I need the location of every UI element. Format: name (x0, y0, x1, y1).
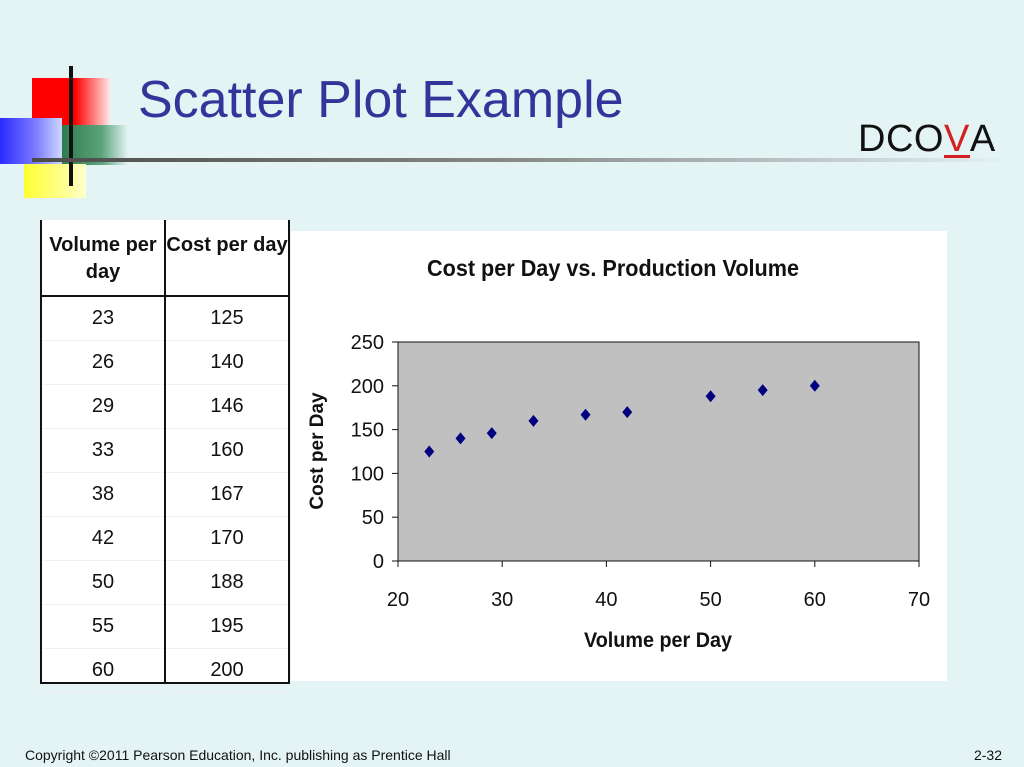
table-cell: 60 (42, 649, 164, 693)
y-tick-label: 50 (362, 507, 384, 529)
y-axis-label: Cost per Day (307, 392, 328, 510)
x-tick-label: 50 (699, 589, 721, 611)
y-tick-label: 200 (351, 376, 384, 398)
x-tick-label: 30 (491, 589, 513, 611)
data-point (757, 384, 768, 397)
data-table: Volume per day Cost per day 23 26 29 33 … (40, 220, 290, 693)
table-cell: 160 (166, 429, 288, 473)
table-cell: 167 (166, 473, 288, 517)
data-point (622, 406, 633, 419)
table-cell: 55 (42, 605, 164, 649)
table-cell: 26 (42, 341, 164, 385)
scatter-chart: Cost per Day vs. Production Volume 0 50 10… (307, 255, 930, 652)
cost-column: 125 140 146 160 167 170 188 195 200 (166, 297, 288, 693)
footer-copyright: Copyright ©2011 Pearson Education, Inc. … (25, 747, 451, 763)
table-cell: 42 (42, 517, 164, 561)
table-cell: 38 (42, 473, 164, 517)
volume-column: 23 26 29 33 38 42 50 55 60 (42, 297, 166, 693)
slide-title: Scatter Plot Example (138, 71, 624, 129)
x-axis: 20 30 40 50 60 70 (387, 561, 930, 611)
logo-vertical-line (69, 66, 73, 186)
x-tick-label: 20 (387, 589, 409, 611)
data-point (424, 445, 435, 458)
dcova-suffix: A (969, 118, 996, 160)
plot-area (397, 341, 920, 562)
x-tick-label: 70 (908, 589, 930, 611)
table-cell: 200 (166, 649, 288, 693)
y-tick-label: 250 (351, 332, 384, 354)
table-body: 23 26 29 33 38 42 50 55 60 125 140 146 1… (42, 297, 288, 693)
chart-container: Cost per Day vs. Production Volume 0 50 10… (291, 231, 947, 681)
table-cell: 146 (166, 385, 288, 429)
table-cell: 23 (42, 297, 164, 341)
x-axis-label: Volume per Day (584, 629, 732, 652)
table-cell: 125 (166, 297, 288, 341)
y-tick-label: 0 (373, 551, 384, 573)
table-cell: 140 (166, 341, 288, 385)
data-points (424, 379, 820, 458)
x-tick-label: 40 (595, 589, 617, 611)
table-header: Volume per day Cost per day (42, 220, 288, 297)
data-point (528, 414, 539, 427)
data-point (486, 427, 497, 440)
data-point (705, 390, 716, 403)
page-number: 2-32 (973, 747, 1002, 763)
table-cell: 50 (42, 561, 164, 605)
data-point (455, 432, 466, 445)
table-cell: 170 (166, 517, 288, 561)
dcova-highlight: V (943, 118, 970, 160)
table-cell: 29 (42, 385, 164, 429)
y-tick-label: 100 (351, 463, 384, 485)
y-tick-label: 150 (351, 420, 384, 442)
chart-title: Cost per Day vs. Production Volume (427, 255, 799, 281)
x-tick-label: 60 (804, 589, 826, 611)
logo-blue-square (0, 118, 62, 164)
data-point (809, 379, 820, 392)
title-divider (32, 158, 1012, 162)
table-cell: 188 (166, 561, 288, 605)
data-point (580, 408, 591, 421)
logo-yellow-square (24, 164, 86, 198)
header-volume: Volume per day (42, 220, 166, 295)
dcova-prefix: DCO (858, 118, 944, 160)
header-cost: Cost per day (166, 234, 288, 256)
y-axis: 0 50 100 150 200 250 (351, 332, 398, 573)
dcova-tag: DCOVA (858, 118, 996, 161)
table-cell: 33 (42, 429, 164, 473)
table-cell: 195 (166, 605, 288, 649)
